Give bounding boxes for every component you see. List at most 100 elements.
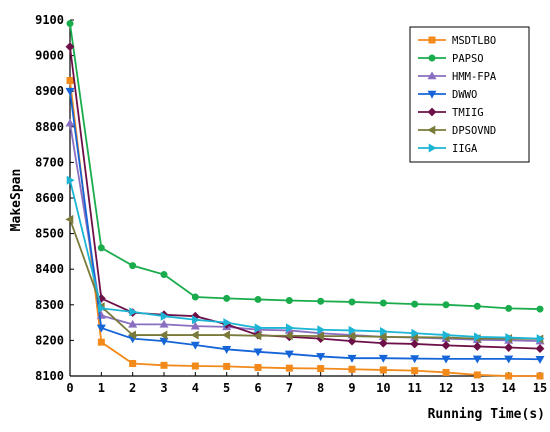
data-point — [284, 350, 294, 359]
data-point — [441, 355, 451, 364]
data-point — [223, 318, 232, 328]
legend-entry: HMM-FPA — [418, 71, 497, 83]
data-point — [411, 367, 419, 375]
data-point — [222, 330, 230, 340]
data-point — [317, 325, 326, 335]
data-point — [411, 328, 420, 338]
x-tick-label: 3 — [160, 381, 167, 395]
legend-label: DPSOVND — [452, 125, 496, 137]
legend-entry: TMIIG — [418, 107, 484, 119]
data-point — [535, 344, 545, 354]
data-point — [190, 341, 200, 350]
x-tick-label: 6 — [254, 381, 261, 395]
legend-marker — [427, 107, 437, 117]
x-tick-label: 8 — [317, 381, 324, 395]
series-line — [69, 219, 541, 340]
x-tick-label: 2 — [129, 381, 136, 395]
legend-marker — [428, 143, 437, 153]
x-tick-label: 5 — [223, 381, 230, 395]
legend-entry: DWWO — [418, 89, 477, 101]
series-layer — [65, 20, 545, 380]
data-point — [536, 334, 545, 344]
data-point — [97, 338, 105, 346]
y-axis: 8100 8200 8300 8400 8500 8600 8700 8800 8900 9000… — [35, 13, 74, 383]
legend-marker — [428, 36, 436, 44]
data-point — [159, 330, 168, 340]
data-point — [65, 87, 75, 96]
data-point — [66, 175, 75, 185]
data-point — [379, 366, 387, 374]
legend-label: DWWO — [452, 89, 477, 101]
data-point — [410, 355, 420, 364]
data-point — [97, 244, 105, 252]
data-point — [286, 323, 294, 333]
data-point — [316, 331, 324, 341]
data-point — [442, 330, 451, 340]
data-point — [96, 324, 106, 333]
y-tick-label: 8200 — [35, 333, 64, 347]
legend-label: TMIIG — [452, 107, 484, 119]
data-point — [536, 305, 544, 313]
data-point — [378, 338, 388, 348]
data-point — [316, 353, 326, 362]
data-point — [128, 319, 138, 328]
data-point — [348, 325, 357, 335]
y-tick-label: 8800 — [35, 120, 64, 134]
data-point — [65, 214, 74, 224]
data-point — [254, 363, 262, 371]
data-point — [472, 342, 482, 351]
data-point — [441, 340, 451, 350]
data-point — [160, 271, 168, 279]
x-tick-label: 1 — [98, 381, 105, 395]
data-point — [253, 331, 262, 341]
series-msdtlbo — [66, 77, 544, 380]
data-point — [191, 362, 199, 370]
y-axis-title: MakeSpan — [9, 169, 24, 232]
series-papso — [66, 20, 544, 313]
data-point — [65, 42, 75, 52]
y-tick-label: 9000 — [35, 49, 64, 63]
series-line — [69, 23, 541, 310]
data-point — [378, 332, 387, 342]
legend-marker — [428, 54, 436, 62]
data-point — [254, 295, 262, 303]
data-point — [410, 339, 420, 349]
legend-label: MSDTLBO — [452, 35, 496, 47]
series-line — [69, 123, 541, 343]
data-point — [66, 77, 74, 85]
data-point — [222, 345, 232, 354]
x-tick-label: 14 — [501, 381, 515, 395]
data-point — [159, 337, 169, 346]
legend-label: IIGA — [452, 143, 478, 155]
y-tick-label: 9100 — [35, 13, 64, 27]
data-point — [223, 362, 231, 370]
data-point — [254, 323, 263, 333]
data-point — [473, 302, 481, 310]
data-point — [192, 315, 200, 325]
data-point — [474, 332, 482, 342]
data-point — [505, 372, 513, 380]
data-point — [190, 321, 200, 330]
legend-entry: IIGA — [418, 143, 478, 155]
y-tick-label: 8100 — [35, 369, 64, 383]
data-point — [129, 262, 137, 270]
data-point — [472, 355, 482, 364]
data-point — [284, 331, 293, 341]
x-tick-label: 13 — [470, 381, 484, 395]
data-point — [442, 301, 450, 309]
legend-label: HMM-FPA — [452, 71, 497, 83]
y-tick-label: 8700 — [35, 155, 64, 169]
data-point — [504, 355, 514, 364]
legend-label: PAPSO — [452, 53, 484, 65]
x-tick-label: 11 — [407, 381, 421, 395]
y-tick-label: 8400 — [35, 262, 64, 276]
data-point — [347, 331, 356, 341]
data-point — [536, 372, 544, 380]
data-point — [347, 354, 357, 363]
data-point — [98, 303, 106, 313]
y-tick-label: 8500 — [35, 227, 64, 241]
data-point — [159, 319, 169, 328]
data-point — [285, 297, 293, 305]
series-line — [69, 80, 540, 377]
